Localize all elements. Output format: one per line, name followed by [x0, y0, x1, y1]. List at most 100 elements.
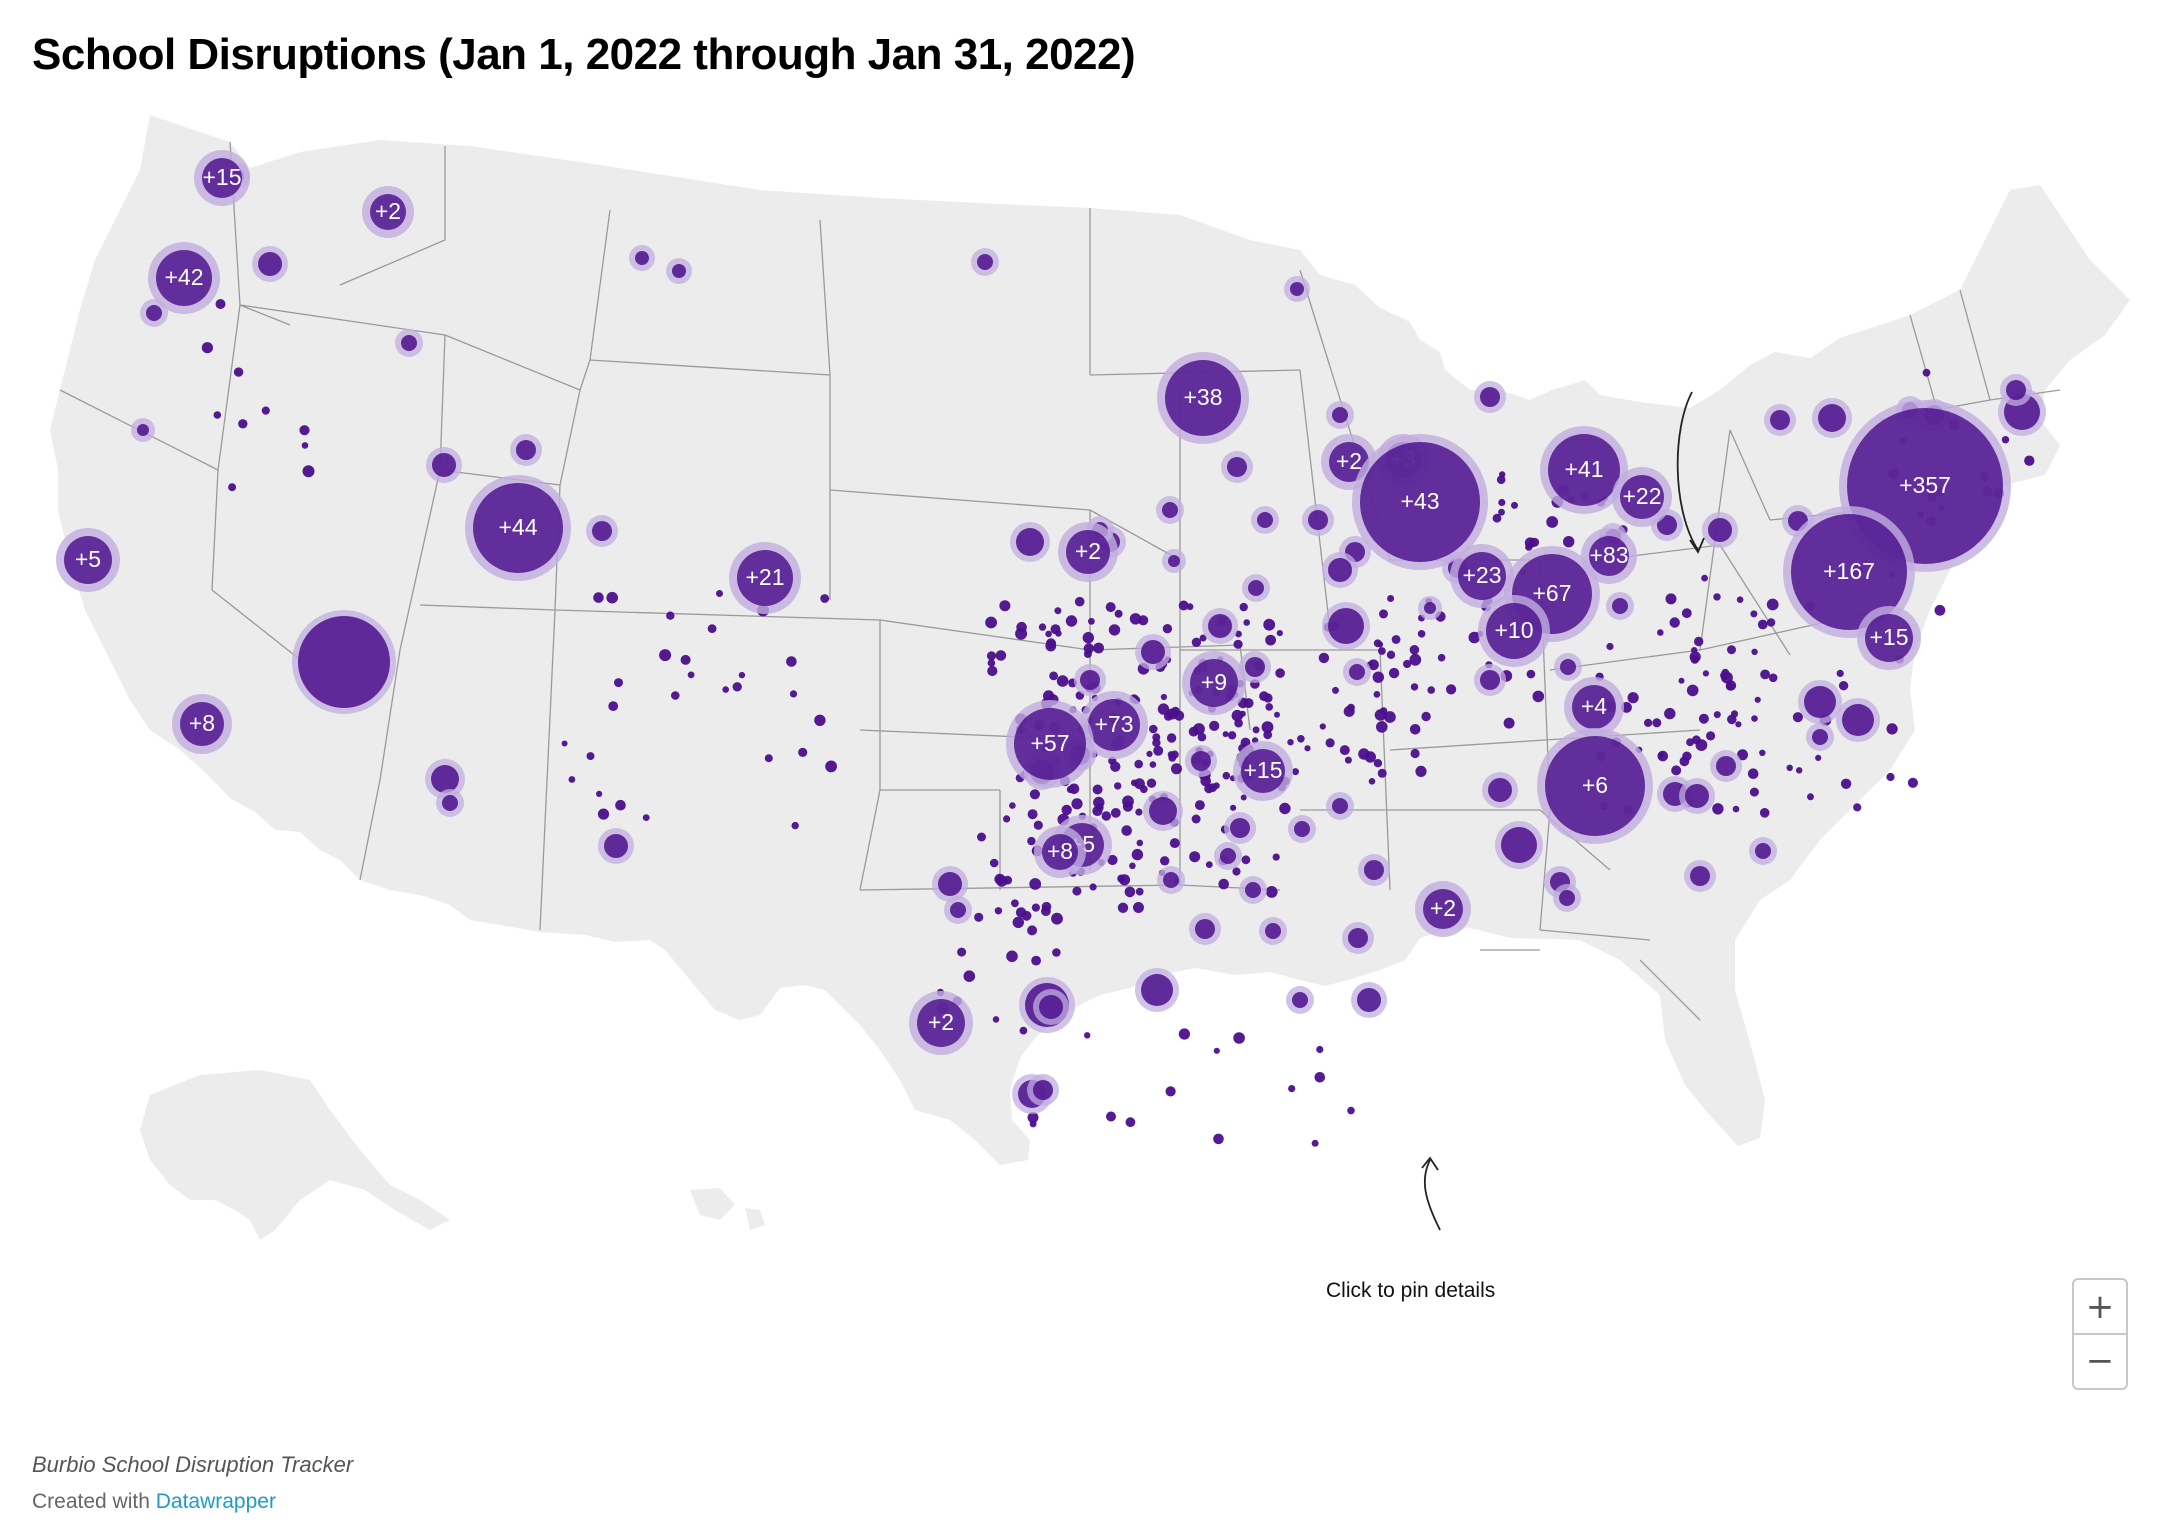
bubble[interactable]: [1141, 640, 1165, 664]
labeled-bubble[interactable]: [737, 550, 793, 606]
bubble[interactable]: [1560, 659, 1576, 675]
bubble[interactable]: [1612, 598, 1628, 614]
bubble[interactable]: [2006, 380, 2026, 400]
map-container[interactable]: +15+2+42+5+8+44+21+38+2+2+3+43+41+22+83+…: [0, 90, 2164, 1430]
labeled-bubble[interactable]: [156, 250, 212, 306]
labeled-bubble[interactable]: [1423, 889, 1463, 929]
labeled-bubble[interactable]: [180, 702, 224, 746]
bubble[interactable]: [1716, 756, 1736, 776]
bubble[interactable]: [432, 453, 456, 477]
bubble[interactable]: [1770, 410, 1790, 430]
bubble[interactable]: [431, 765, 459, 793]
bubble[interactable]: [1162, 502, 1178, 518]
bubble[interactable]: [1033, 1080, 1053, 1100]
bubble[interactable]: [1328, 558, 1352, 582]
labeled-bubble[interactable]: [1190, 659, 1238, 707]
labeled-bubble[interactable]: [1458, 552, 1506, 600]
bubble[interactable]: [1208, 614, 1232, 638]
labeled-bubble[interactable]: [1066, 530, 1110, 574]
bubble[interactable]: [1163, 872, 1179, 888]
labeled-bubble[interactable]: [1572, 685, 1616, 729]
labeled-bubble[interactable]: [1865, 614, 1913, 662]
bubble[interactable]: [1245, 657, 1265, 677]
bubble[interactable]: [1292, 992, 1308, 1008]
bubble[interactable]: [635, 251, 649, 265]
bubble[interactable]: [1141, 974, 1173, 1006]
bubble[interactable]: [1804, 686, 1836, 718]
bubble[interactable]: [442, 795, 458, 811]
bubble[interactable]: [1230, 818, 1250, 838]
bubble[interactable]: [1328, 608, 1364, 644]
labeled-bubble[interactable]: [1360, 442, 1480, 562]
bubble[interactable]: [1657, 515, 1677, 535]
labeled-bubble[interactable]: [1165, 360, 1241, 436]
labeled-bubble[interactable]: [64, 536, 112, 584]
bubble[interactable]: [1488, 778, 1512, 802]
bubble[interactable]: [1294, 821, 1310, 837]
bubble[interactable]: [1245, 882, 1261, 898]
bubble[interactable]: [950, 902, 966, 918]
bubble[interactable]: [1818, 404, 1846, 432]
bubble[interactable]: [1332, 798, 1348, 814]
bubble[interactable]: [1348, 928, 1368, 948]
bubble[interactable]: [1812, 729, 1828, 745]
datawrapper-link[interactable]: Datawrapper: [155, 1490, 276, 1513]
labeled-bubble[interactable]: [370, 194, 406, 230]
bubble[interactable]: [1480, 387, 1500, 407]
labeled-bubble[interactable]: [1241, 749, 1285, 793]
bubble[interactable]: [1290, 282, 1304, 296]
labeled-bubble[interactable]: [1589, 536, 1629, 576]
us-map[interactable]: +15+2+42+5+8+44+21+38+2+2+3+43+41+22+83+…: [0, 90, 2164, 1430]
bubble[interactable]: [1149, 797, 1177, 825]
bubble[interactable]: [258, 252, 282, 276]
bubble[interactable]: [1349, 664, 1365, 680]
bubble[interactable]: [1257, 512, 1273, 528]
bubble[interactable]: [137, 424, 149, 436]
bubble[interactable]: [1191, 751, 1211, 771]
bubble[interactable]: [1685, 784, 1709, 808]
bubble[interactable]: [592, 521, 612, 541]
bubble[interactable]: [1168, 555, 1180, 567]
bubble[interactable]: [1559, 890, 1575, 906]
bubble[interactable]: [1308, 510, 1328, 530]
bubble[interactable]: [1265, 923, 1281, 939]
labeled-bubble[interactable]: [1548, 434, 1620, 506]
labeled-bubble[interactable]: [202, 158, 242, 198]
bubble[interactable]: [1424, 602, 1436, 614]
bubble[interactable]: [1248, 580, 1264, 596]
bubble[interactable]: [298, 616, 390, 708]
bubble[interactable]: [1080, 670, 1100, 690]
bubble[interactable]: [1842, 704, 1874, 736]
bubble[interactable]: [1227, 457, 1247, 477]
bubble[interactable]: [1708, 518, 1732, 542]
labeled-bubble[interactable]: [1620, 475, 1664, 519]
labeled-bubble[interactable]: [1088, 699, 1140, 751]
bubble[interactable]: [938, 872, 962, 896]
bubble[interactable]: [1501, 827, 1537, 863]
bubble[interactable]: [1039, 995, 1063, 1019]
bubble[interactable]: [1690, 866, 1710, 886]
bubble[interactable]: [1332, 407, 1348, 423]
bubble[interactable]: [1220, 848, 1236, 864]
labeled-bubble[interactable]: [1042, 834, 1078, 870]
bubble[interactable]: [1016, 528, 1044, 556]
bubble[interactable]: [1195, 919, 1215, 939]
zoom-out-button[interactable]: −: [2085, 1340, 2115, 1381]
bubble[interactable]: [1364, 860, 1384, 880]
labeled-bubble[interactable]: [917, 999, 965, 1047]
zoom-in-button[interactable]: +: [2074, 1280, 2126, 1335]
labeled-bubble[interactable]: [1486, 603, 1542, 659]
bubble[interactable]: [672, 264, 686, 278]
labeled-bubble[interactable]: [473, 483, 563, 573]
bubble[interactable]: [604, 834, 628, 858]
labeled-bubble[interactable]: [1791, 514, 1907, 630]
labeled-bubble[interactable]: [1014, 708, 1086, 780]
bubble[interactable]: [516, 440, 536, 460]
bubble[interactable]: [977, 254, 993, 270]
bubble[interactable]: [1480, 670, 1500, 690]
bubble[interactable]: [1357, 988, 1381, 1012]
labeled-bubble[interactable]: [1545, 736, 1645, 836]
bubble[interactable]: [1755, 843, 1771, 859]
bubble[interactable]: [401, 335, 417, 351]
bubble[interactable]: [146, 305, 162, 321]
